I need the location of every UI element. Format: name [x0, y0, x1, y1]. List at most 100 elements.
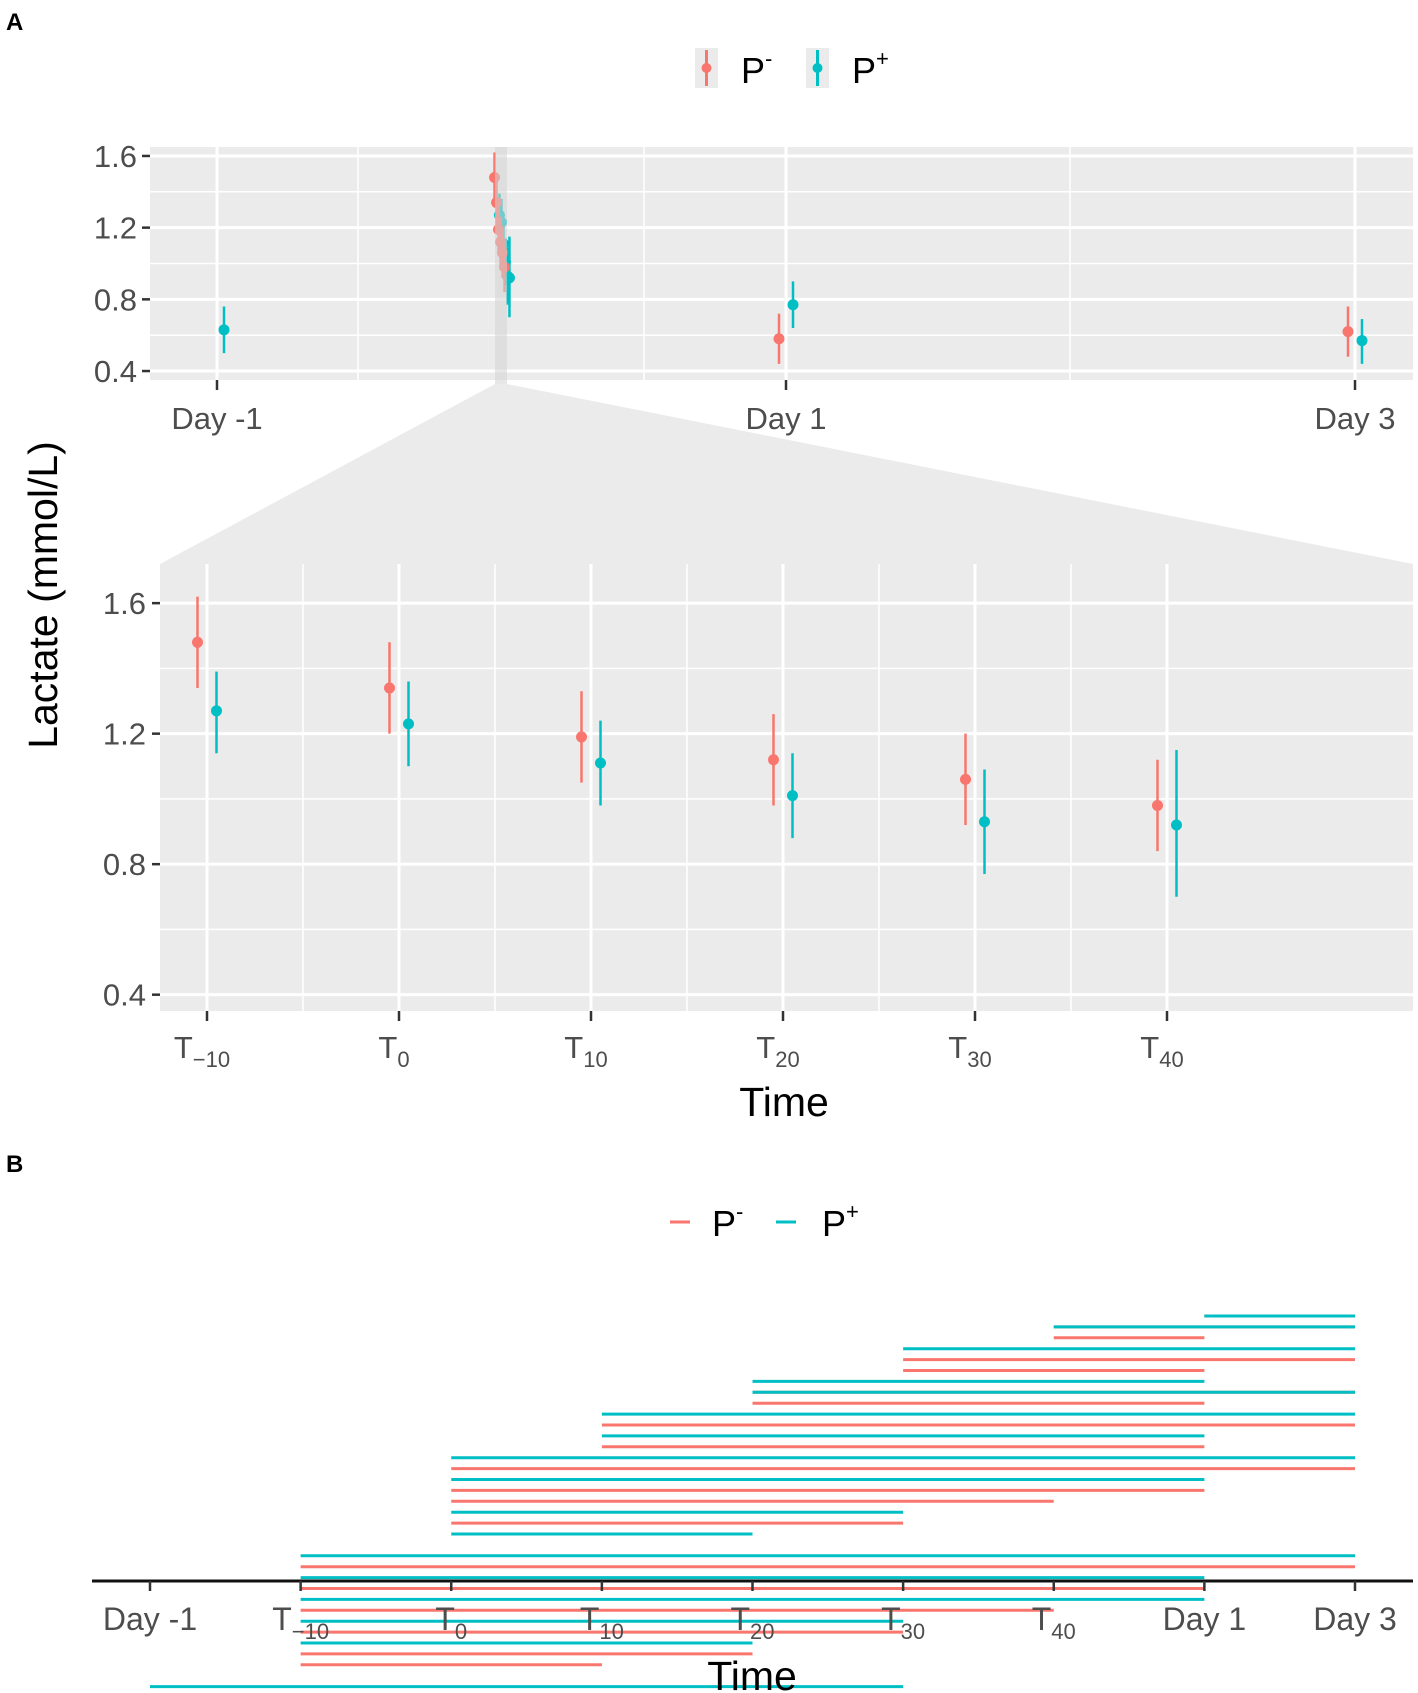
zoomed-x-tick-label-5-base: T — [1140, 1030, 1159, 1065]
sampling-x-tick-label-6-base: T — [1032, 1601, 1052, 1637]
zoomed-point-p-plus-0 — [211, 705, 222, 717]
zoomed-point-p-plus-5 — [1171, 819, 1182, 831]
zoomed-grid — [160, 564, 1413, 1011]
zoomed-x-tick-label-0-base: T — [174, 1030, 193, 1065]
sampling-x-tick-label-3-sub: 10 — [599, 1619, 623, 1644]
y-axis-title: Lactate (mmol/L) — [20, 441, 66, 749]
zoomed-plot-panel: 0.40.81.21.6T−10 T0 T10 T20 T30 T40 — [103, 564, 1413, 1072]
sampling-plot-panel: Day -1 T−10 T0 T10 T20 T30 T40 Day 1 Day 3 — [92, 1314, 1413, 1689]
overview-y-tick-label-1: 0.8 — [94, 282, 137, 317]
sampling-x-tick-label-1-base: T — [272, 1601, 292, 1637]
zoomed-y-tick-label-1: 0.8 — [103, 847, 146, 882]
zoomed-x-tick-label-1: T0 — [378, 1030, 409, 1072]
legend-b-p-minus-label: P- — [712, 1199, 743, 1244]
zoomed-point-p-minus-3 — [768, 754, 779, 766]
legend-b-p-minus-base: P — [712, 1203, 736, 1244]
zoomed-x-tick-label-3-base: T — [756, 1030, 775, 1065]
sampling-x-tick-label-4: T20 — [730, 1601, 774, 1644]
sampling-x-tick-label-5: T30 — [881, 1601, 925, 1644]
sampling-x-tick-label-2: T0 — [435, 1601, 467, 1644]
sampling-x-tick-label-4-base: T — [730, 1601, 750, 1637]
legend-b: P- P+ — [670, 1199, 859, 1244]
zoomed-x-tick-label-0-sub: −10 — [193, 1047, 230, 1072]
overview-point-p-plus-8 — [1356, 335, 1368, 347]
zoomed-y-tick-label-3: 1.6 — [103, 586, 146, 621]
zoomed-y-tick-label-2: 1.2 — [103, 717, 146, 752]
zoomed-point-p-minus-2 — [576, 731, 587, 743]
zoomed-point-p-plus-4 — [979, 816, 990, 828]
legend-b-p-minus-sup: - — [736, 1199, 743, 1224]
zoomed-axes: 0.40.81.21.6T−10 T0 T10 T20 T30 T40 — [103, 586, 1184, 1072]
zoomed-plot-background — [160, 564, 1413, 1011]
overview-x-tick-label-1-base: Day 1 — [746, 401, 827, 436]
sampling-x-tick-label-0: Day -1 — [103, 1601, 197, 1637]
overview-axes: 0.4 0.8 1.2 1.6 Day -1 Day 1 Day 3 — [94, 139, 1396, 436]
panel-b-label: B — [6, 1151, 23, 1178]
overview-grid — [150, 147, 1413, 380]
sampling-x-tick-label-0-base: Day -1 — [103, 1601, 197, 1637]
sampling-x-tick-label-1: T−10 — [272, 1601, 329, 1644]
zoomed-x-tick-label-4: T30 — [948, 1030, 991, 1072]
overview-x-tick-label-0-base: Day -1 — [171, 401, 262, 436]
legend-a-p-plus-base: P — [852, 50, 876, 91]
overview-y-tick-label-0: 0.4 — [94, 354, 137, 389]
legend-a-p-plus-sup: + — [876, 46, 889, 71]
sampling-x-tick-label-1-sub: −10 — [292, 1619, 329, 1644]
zoomed-point-p-minus-0 — [192, 636, 203, 648]
sampling-x-tick-label-6-sub: 40 — [1051, 1619, 1075, 1644]
overview-x-tick-label-0: Day -1 — [171, 401, 262, 436]
sampling-x-tick-label-4-sub: 20 — [750, 1619, 774, 1644]
zoomed-x-tick-label-2: T10 — [564, 1030, 607, 1072]
overview-x-tick-label-2-base: Day 3 — [1315, 401, 1396, 436]
zoom-connector — [160, 384, 1413, 564]
overview-plot-panel: 0.4 0.8 1.2 1.6 Day -1 Day 1 Day 3 — [94, 139, 1413, 436]
sampling-x-tick-label-8: Day 3 — [1313, 1601, 1397, 1637]
zoomed-x-tick-label-4-base: T — [948, 1030, 967, 1065]
sampling-x-tick-label-7: Day 1 — [1163, 1601, 1247, 1637]
zoomed-point-p-plus-3 — [787, 790, 798, 802]
overview-point-p-plus-0 — [218, 324, 230, 336]
zoomed-x-tick-label-1-sub: 0 — [397, 1047, 409, 1072]
sampling-x-tick-label-5-base: T — [881, 1601, 901, 1637]
legend-b-p-plus-base: P — [822, 1203, 846, 1244]
zoomed-point-p-minus-5 — [1152, 799, 1163, 811]
legend-b-p-plus-sup: + — [846, 1199, 859, 1224]
zoomed-x-tick-label-0: T−10 — [174, 1030, 230, 1072]
sampling-x-tick-label-3-base: T — [580, 1601, 600, 1637]
legend-b-p-plus-label: P+ — [822, 1199, 859, 1244]
zoomed-x-tick-label-2-base: T — [564, 1030, 583, 1065]
zoomed-x-tick-label-3: T20 — [756, 1030, 799, 1072]
overview-point-p-minus-6 — [773, 333, 785, 345]
zoomed-point-p-minus-4 — [960, 773, 971, 785]
sampling-x-tick-label-2-sub: 0 — [455, 1619, 467, 1644]
x-axis-title-b: Time — [707, 1653, 797, 1693]
panel-a-label: A — [6, 9, 23, 36]
legend-a-p-minus-label: P- — [741, 46, 772, 91]
zoomed-point-p-plus-2 — [595, 757, 606, 769]
zoomed-x-tick-label-2-sub: 10 — [583, 1047, 607, 1072]
sampling-x-tick-label-2-base: T — [435, 1601, 455, 1637]
overview-x-tick-label-1: Day 1 — [746, 401, 827, 436]
sampling-x-tick-label-7-base: Day 1 — [1163, 1601, 1247, 1637]
legend-a-key-p-plus-dot — [812, 63, 823, 73]
zoomed-x-tick-label-3-sub: 20 — [775, 1047, 799, 1072]
legend-a: P- P+ — [695, 46, 889, 91]
sampling-x-tick-label-8-base: Day 3 — [1313, 1601, 1397, 1637]
zoomed-x-tick-label-5-sub: 40 — [1159, 1047, 1183, 1072]
sampling-axes: Day -1 T−10 T0 T10 T20 T30 T40 Day 1 Day 3 — [92, 1579, 1413, 1644]
x-axis-title-a: Time — [739, 1079, 829, 1125]
sampling-x-tick-label-6: T40 — [1032, 1601, 1076, 1644]
overview-y-tick-label-3: 1.6 — [94, 139, 137, 174]
legend-a-p-minus-sup: - — [765, 46, 772, 71]
legend-a-p-plus-label: P+ — [852, 46, 889, 91]
sampling-x-tick-label-3: T10 — [580, 1601, 624, 1644]
zoomed-y-tick-label-0: 0.4 — [103, 978, 146, 1013]
zoomed-x-tick-label-1-base: T — [378, 1030, 397, 1065]
overview-y-tick-label-2: 1.2 — [94, 211, 137, 246]
zoomed-x-tick-label-5: T40 — [1140, 1030, 1183, 1072]
legend-a-key-p-minus-dot — [701, 63, 712, 73]
zoomed-point-p-plus-1 — [403, 718, 414, 730]
overview-x-tick-label-2: Day 3 — [1315, 401, 1396, 436]
zoomed-point-p-minus-1 — [384, 682, 395, 694]
